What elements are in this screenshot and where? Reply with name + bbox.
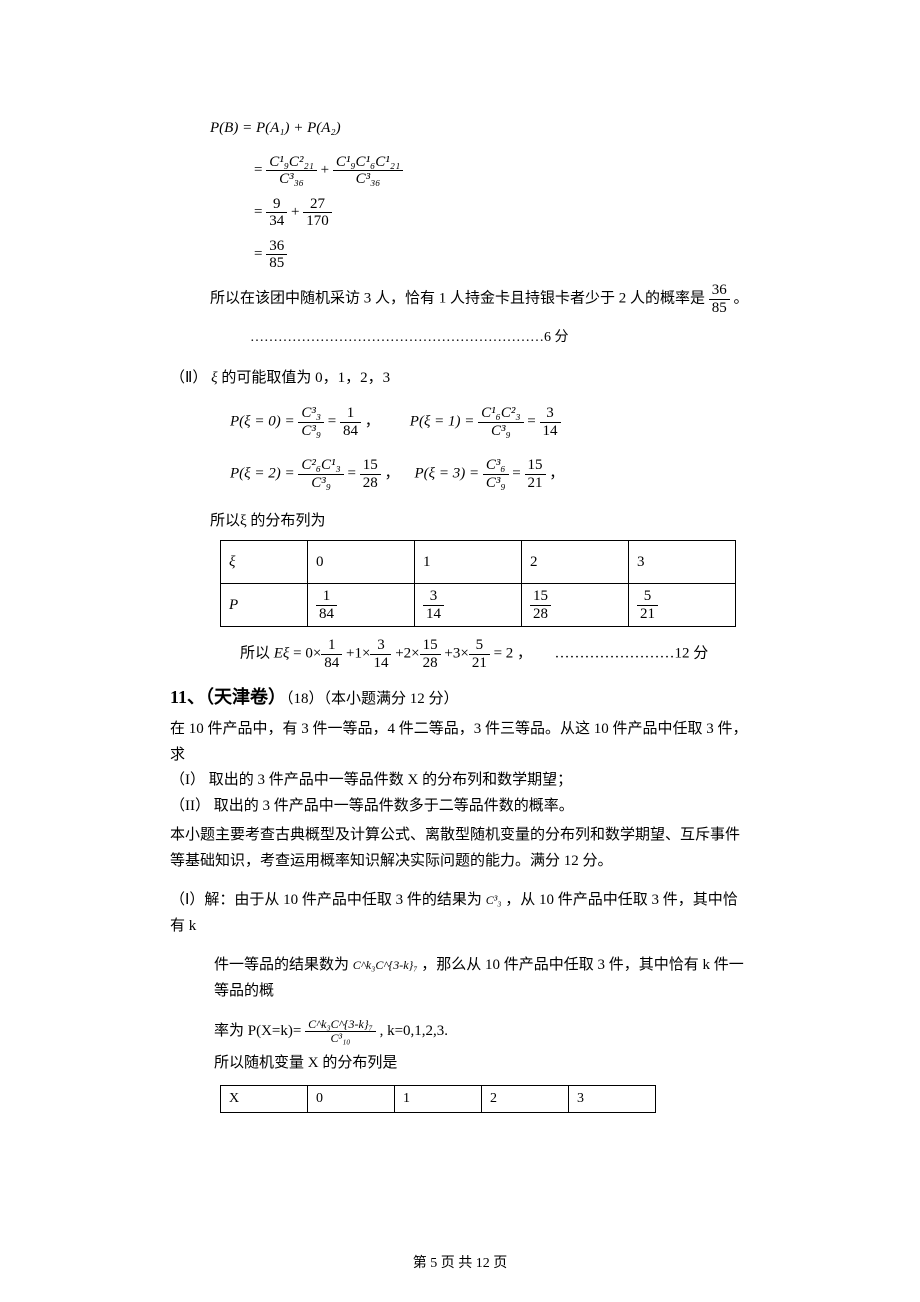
expectation-line: 所以 Eξ = 0×184 +1×314 +2×1528 +3×521 = 2 … — [240, 637, 750, 671]
part2-intro: （Ⅱ） ξ 的可能取值为 0，1，2，3 — [170, 366, 750, 387]
eq-line1: P(B) = P(A₁) + P(A₂) — [210, 120, 341, 136]
q11-title: 11、（天津卷）（18）（本小题满分 12 分） — [170, 683, 750, 709]
q11-solution: （Ⅰ）解：由于从 10 件产品中任取 3 件的结果为 C³₃ ，从 10 件产品… — [170, 888, 750, 939]
table-row: ξ 0 1 2 3 — [221, 541, 736, 584]
score-1: ………………………………………………………6 分 — [250, 326, 750, 346]
conclusion-line: 所以在该团中随机采访 3 人，恰有 1 人持金卡且持银卡者少于 2 人的概率是 … — [210, 282, 750, 316]
prob-row-2: P(ξ = 2) = C²₆C¹₃C³₉ = 1528 ， P(ξ = 3) =… — [230, 457, 750, 491]
table-row: P 184 314 1528 521 — [221, 584, 736, 627]
q11-small-table: X 0 1 2 3 — [220, 1085, 656, 1113]
table-row: X 0 1 2 3 — [221, 1085, 656, 1112]
q11-body: 在 10 件产品中，有 3 件一等品，4 件二等品，3 件三等品。从这 10 件… — [170, 717, 750, 874]
page-footer: 第 5 页 共 12 页 — [0, 1252, 920, 1272]
prob-row-1: P(ξ = 0) = C³₃C³₉ = 184 ， P(ξ = 1) = C¹₆… — [230, 405, 750, 439]
score-2: ……………………12 分 — [555, 645, 709, 661]
q11-solution-l2: 件一等品的结果数为 C^k₃C^{3-k}₇ ，那么从 10 件产品中任取 3 … — [214, 953, 750, 1004]
q11-tab-intro: 所以随机变量 X 的分布列是 — [214, 1051, 750, 1077]
dist-table: ξ 0 1 2 3 P 184 314 1528 521 — [220, 540, 736, 627]
dist-table-intro: 所以ξ 的分布列为 — [210, 509, 750, 530]
q11-solution-l3: 率为 P(X=k)= C^k₃C^{3-k}₇C³₁₀ , k=0,1,2,3. — [214, 1018, 750, 1045]
derivation-block: P(B) = P(A₁) + P(A₂) = C¹₉C²₂₁C³₃₆ + C¹₉… — [210, 110, 750, 272]
